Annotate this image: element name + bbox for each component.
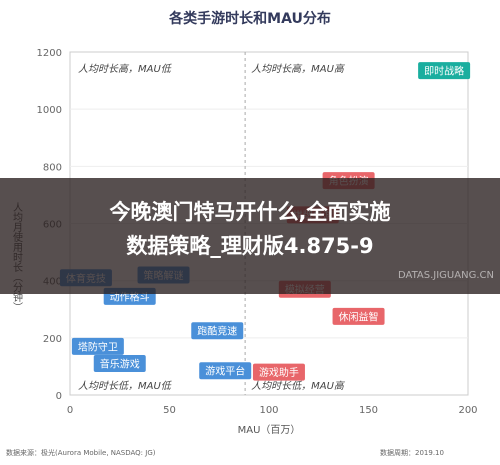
x-tick-label: 150 [359,405,378,416]
data-point-label: 即时战略 [424,65,464,78]
overlay-banner [0,178,500,294]
y-tick-label: 1200 [37,48,62,59]
data-point-label: 跑酷竞速 [197,325,237,338]
y-tick-label: 800 [43,162,62,173]
x-axis-label: MAU（百万） [238,424,301,436]
data-point: 音乐游戏 [93,355,146,373]
data-point: 跑酷竞速 [191,322,244,340]
quadrant-label-top-right: 人均时长高，MAU高 [251,63,346,75]
overlay-banner-text: 今晚澳门特马开什么,全面实施 数据策略_理财版4.875-9 [0,195,500,263]
x-tick-label: 0 [67,405,73,416]
data-point: 游戏平台 [199,362,252,380]
data-point-tag [71,337,124,355]
x-tick-label: 100 [259,405,278,416]
footer-date: 数据周期：2019.10 [380,449,444,457]
y-tick-label: 0 [56,391,62,402]
data-point-tag [191,322,244,340]
chart-title: 各类手游时长和MAU分布 [169,11,331,27]
footer-source: 数据来源：极光(Aurora Mobile, NASDAQ: JG) [6,449,156,457]
y-tick-label: 200 [43,334,62,345]
y-tick-label: 1000 [37,105,62,116]
quadrant-label-top-left: 人均时长高，MAU低 [78,63,173,75]
x-tick-label: 200 [458,405,477,416]
data-point-label: 游戏助手 [259,366,299,379]
data-point-tag [418,62,471,80]
data-point-label: 塔防守卫 [78,340,118,353]
x-tick-label: 50 [163,405,176,416]
data-point-label: 休闲益智 [339,310,379,323]
data-point: 即时战略 [418,62,471,80]
data-point: 休闲益智 [332,307,385,325]
banner-line-2: 数据策略_理财版4.875-9 [126,234,374,258]
banner-line-1: 今晚澳门特马开什么,全面实施 [109,200,391,224]
quadrant-label-bottom-right: 人均时长低，MAU高 [251,380,346,392]
data-point: 塔防守卫 [71,337,124,355]
data-point-label: 音乐游戏 [100,358,140,371]
data-point-tag [252,363,305,381]
data-point-label: 游戏平台 [205,365,245,378]
data-point-tag [332,307,385,325]
quadrant-label-bottom-left: 人均时长低，MAU低 [78,380,173,392]
watermark-text: DATAS.JIGUANG.CN [398,270,494,281]
data-point-tag [93,355,146,373]
data-point: 游戏助手 [252,363,305,381]
data-point-tag [199,362,252,380]
